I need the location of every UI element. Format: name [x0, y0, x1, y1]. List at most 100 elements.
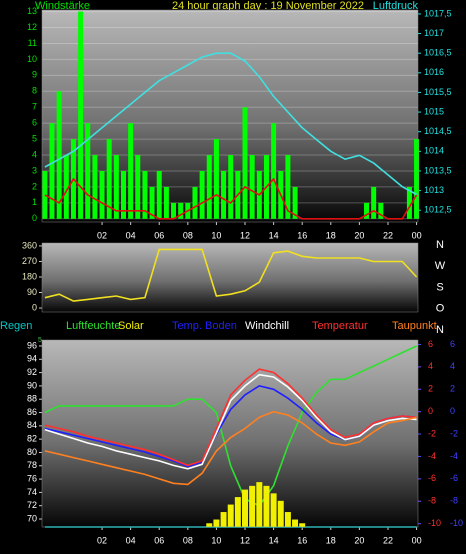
y2-tick-label: -4: [450, 451, 458, 461]
chart-title: 24 hour graph day : 19 November 2022: [172, 0, 364, 12]
y2-tick-label: 1013: [424, 185, 444, 195]
y2-tick-label: 1017: [424, 28, 444, 38]
y2-tick-label: 6: [428, 339, 433, 349]
line: [44, 248, 418, 302]
y-tick-label: 90: [27, 380, 37, 390]
y-tick-label: 80: [27, 447, 37, 457]
y2-tick-label: 1014,5: [424, 126, 452, 136]
bar: [163, 186, 169, 219]
y-tick-label: 70: [27, 513, 37, 523]
y-tick-label: 11: [28, 38, 37, 48]
bar: [249, 485, 256, 527]
y2-tick-label: 1016: [424, 67, 444, 77]
y2-tick-label: 6: [450, 339, 455, 349]
bar: [299, 523, 306, 527]
x-tick-label: 04: [126, 535, 136, 545]
plot-border: [41, 9, 419, 223]
bar: [213, 519, 220, 527]
y2-tick-label: 1017,5: [424, 8, 452, 18]
line: [44, 177, 418, 220]
bar: [192, 186, 198, 219]
x-tick-label: 16: [297, 535, 307, 545]
y-tick-label: 84: [27, 420, 37, 430]
y2-tick-label: 2: [428, 384, 433, 394]
bar: [271, 123, 277, 219]
x-tick-label: 10: [211, 230, 221, 240]
x-tick-label: 18: [326, 230, 336, 240]
line: [44, 52, 417, 196]
legend-label: Windchill: [245, 320, 289, 332]
x-tick-label: 20: [354, 230, 364, 240]
y-tick-label: 180: [22, 271, 37, 281]
bar: [213, 139, 219, 219]
plot-area: [42, 340, 418, 527]
y2-tick-label: S: [436, 281, 443, 293]
bar: [171, 202, 177, 219]
bar: [49, 123, 55, 219]
x-tick-label: 04: [126, 230, 136, 240]
legend-label: Luftfeuchte: [66, 320, 120, 332]
y2-tick-label: -2: [428, 428, 436, 438]
x-tick-label: 18: [326, 535, 336, 545]
y-tick-label: 92: [27, 367, 37, 377]
bar: [199, 170, 205, 219]
y-tick-label: 360: [22, 240, 37, 250]
y-tick-label: 13: [27, 6, 37, 16]
y2-tick-label: 0: [450, 406, 455, 416]
y2-tick-label: 0: [428, 406, 433, 416]
bar: [78, 11, 84, 219]
bar: [120, 170, 126, 219]
y-tick-label: 2: [32, 181, 37, 191]
bar: [292, 186, 298, 219]
y2-tick-label: O: [436, 303, 445, 315]
y2-tick-label: 1015,5: [424, 87, 452, 97]
x-tick-label: 16: [297, 230, 307, 240]
bar: [221, 170, 227, 219]
x-tick-label: 00: [412, 535, 422, 545]
bar: [135, 155, 141, 219]
bar: [242, 489, 249, 527]
plot-border: [41, 339, 419, 528]
legend-label: Regen: [0, 320, 32, 332]
bar: [227, 504, 234, 527]
bar: [113, 155, 119, 219]
y-tick-label: 74: [27, 487, 37, 497]
y2-tick-label: N: [436, 324, 444, 336]
plot-border: [41, 242, 419, 313]
bar: [364, 202, 370, 219]
line: [44, 373, 417, 470]
y-tick-label: 96: [27, 340, 37, 350]
y-tick-label: 0: [32, 213, 37, 223]
y-tick-label: 94: [27, 354, 37, 364]
y-tick-label: 90: [27, 287, 37, 297]
y-tick-label: 88: [27, 394, 37, 404]
y2-tick-label: W: [435, 260, 446, 272]
x-tick-label: 22: [383, 230, 393, 240]
bar: [178, 202, 184, 219]
y-axis-title: Windstärke: [35, 0, 90, 12]
bar: [156, 170, 162, 219]
y2-tick-label: 4: [428, 361, 433, 371]
y-tick-label: 8: [32, 86, 37, 96]
y2-tick-label: 1012,5: [424, 205, 452, 215]
y-tick-label: 9: [32, 70, 37, 80]
bar: [242, 107, 248, 219]
y2-tick-label: N: [436, 239, 444, 251]
bar: [378, 202, 384, 219]
bar: [406, 186, 412, 219]
legend-label: Solar: [118, 320, 144, 332]
bar: [220, 512, 227, 527]
y-tick-label: 78: [27, 460, 37, 470]
x-tick-label: 02: [97, 230, 107, 240]
y2-tick-label: 1014: [424, 146, 444, 156]
y-tick-label: 76: [27, 473, 37, 483]
y-tick-label: 270: [22, 256, 37, 266]
y2-tick-label: -10: [450, 518, 463, 528]
x-tick-label: 06: [154, 230, 164, 240]
y2-tick-label: 1013,5: [424, 165, 452, 175]
legend-label: Taupunkt: [392, 320, 437, 332]
bar: [285, 155, 291, 219]
y-tick-label: 0: [32, 302, 37, 312]
line: [44, 368, 417, 467]
